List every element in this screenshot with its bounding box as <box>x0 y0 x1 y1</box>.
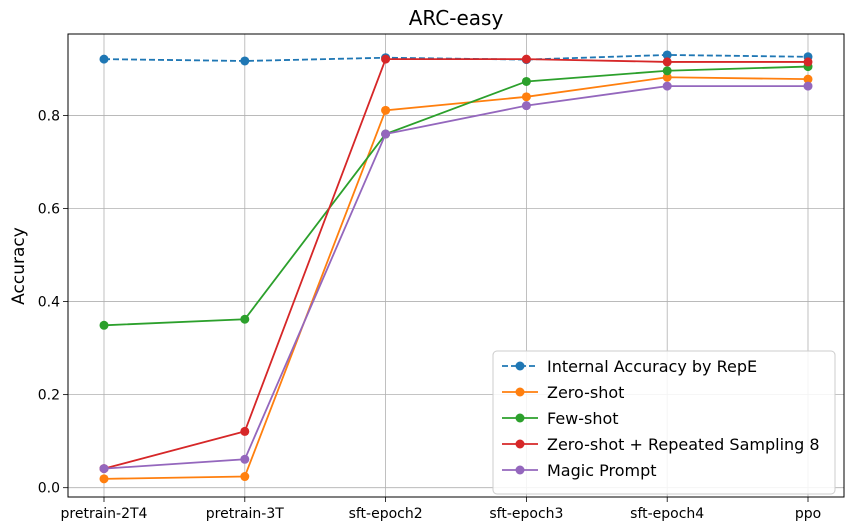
data-point <box>240 56 250 66</box>
series-line <box>103 54 809 62</box>
x-tick-label: pretrain-2T4 <box>61 506 148 522</box>
legend-marker <box>515 465 525 475</box>
legend: Internal Accuracy by RepE Zero-shot Few-sh… <box>492 350 836 495</box>
x-tick-label: pretrain-3T <box>206 506 284 522</box>
series-1 <box>99 72 813 484</box>
data-point <box>240 454 250 464</box>
legend-label: Zero-shot <box>547 383 624 402</box>
y-axis-label: Accuracy <box>9 227 29 305</box>
data-point <box>99 474 109 484</box>
data-point <box>240 426 250 436</box>
data-point <box>521 76 531 86</box>
legend-item: Zero-shot <box>502 383 624 402</box>
series-4 <box>99 81 813 474</box>
x-tick-label: ppo <box>795 506 821 522</box>
data-point <box>240 314 250 324</box>
data-point <box>240 472 250 482</box>
data-point <box>99 320 109 330</box>
data-point <box>521 54 531 64</box>
data-point <box>381 129 391 139</box>
legend-label: Internal Accuracy by RepE <box>547 357 757 376</box>
legend-item: Zero-shot + Repeated Sampling 8 <box>502 435 820 454</box>
x-tick-label: sft-epoch3 <box>489 506 563 522</box>
legend-item: Magic Prompt <box>502 461 657 480</box>
data-point <box>662 66 672 76</box>
data-point <box>521 92 531 102</box>
x-axis: pretrain-2T4 pretrain-3T sft-epoch2 sft-epo… <box>61 497 821 522</box>
data-point <box>803 81 813 91</box>
series-line <box>103 65 809 327</box>
x-tick-label: sft-epoch4 <box>630 506 704 522</box>
y-tick-label: 0.6 <box>38 201 60 217</box>
y-axis: 0.0 0.2 0.4 0.6 0.8 <box>38 108 68 497</box>
data-point <box>521 101 531 111</box>
legend-marker <box>515 439 525 449</box>
data-point <box>381 105 391 115</box>
series-line <box>103 76 809 480</box>
data-point <box>803 57 813 67</box>
data-point <box>803 74 813 84</box>
legend-marker <box>515 387 525 397</box>
legend-box <box>492 350 836 495</box>
legend-label: Few-shot <box>547 409 619 428</box>
data-point <box>99 54 109 64</box>
data-point <box>662 72 672 82</box>
series-line <box>103 85 808 470</box>
y-tick-label: 0.4 <box>38 295 60 311</box>
legend-marker <box>515 413 525 423</box>
data-point <box>662 57 672 67</box>
y-tick-label: 0.2 <box>38 388 60 404</box>
legend-label: Magic Prompt <box>547 461 657 480</box>
series-2 <box>99 62 813 330</box>
data-point <box>381 54 391 64</box>
series-line <box>103 58 808 470</box>
y-tick-label: 0.0 <box>38 481 60 497</box>
data-point <box>662 81 672 91</box>
series-0 <box>99 50 813 66</box>
series-3 <box>99 54 813 474</box>
data-point <box>99 464 109 474</box>
legend-item: Few-shot <box>502 409 619 428</box>
chart-title: ARC-easy <box>409 6 504 30</box>
x-tick-label: sft-epoch2 <box>349 506 423 522</box>
legend-label: Zero-shot + Repeated Sampling 8 <box>547 435 820 454</box>
plot-area-frame <box>67 33 845 498</box>
legend-marker <box>515 361 525 371</box>
series-group <box>99 50 813 484</box>
data-point <box>662 50 672 60</box>
y-tick-label: 0.8 <box>38 108 60 124</box>
legend-item: Internal Accuracy by RepE <box>502 357 757 376</box>
